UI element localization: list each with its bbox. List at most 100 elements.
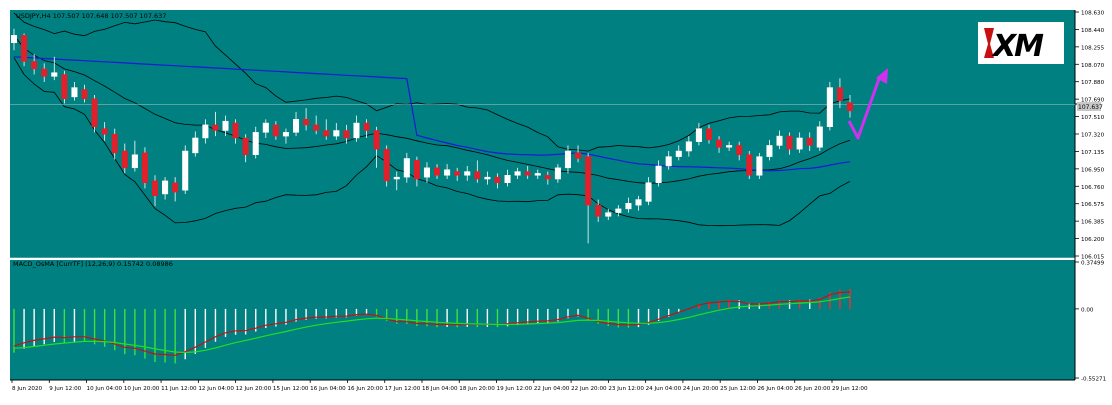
candle-bull bbox=[71, 87, 78, 98]
candle-bull bbox=[635, 199, 642, 206]
candle-bear bbox=[595, 204, 602, 217]
candle-bear bbox=[323, 130, 330, 137]
price-tick-label: 108.255 bbox=[1081, 45, 1105, 51]
candle-bull bbox=[202, 124, 209, 139]
time-tick-label: 15 Jun 12:00 bbox=[273, 386, 309, 392]
candle-bull bbox=[262, 122, 269, 133]
macd-panel[interactable] bbox=[10, 260, 1075, 380]
macd-axis: 0.37499 0.00 -0.55271 bbox=[1075, 261, 1107, 383]
time-tick-label: 10 Jun 20:00 bbox=[124, 386, 160, 392]
candle-bear bbox=[544, 175, 551, 180]
xm-logo: XM bbox=[978, 22, 1064, 64]
candle-bull bbox=[766, 145, 773, 157]
price-tick-label: 107.690 bbox=[1081, 98, 1105, 104]
candle-bear bbox=[272, 124, 279, 137]
price-tick-label: 106.200 bbox=[1081, 237, 1105, 243]
candle-bull bbox=[685, 141, 692, 152]
time-tick-label: 26 Jun 04:00 bbox=[757, 386, 793, 392]
time-tick-label: 12 Jun 04:00 bbox=[198, 386, 234, 392]
candle-bull bbox=[695, 128, 702, 142]
candle-bear bbox=[383, 148, 390, 182]
time-tick-label: 12 Jun 20:00 bbox=[236, 386, 272, 392]
price-tick-label: 107.880 bbox=[1081, 80, 1105, 86]
candle-bear bbox=[413, 160, 420, 180]
candle-bull bbox=[514, 171, 521, 176]
price-tick-label: 106.575 bbox=[1081, 202, 1105, 208]
candle-bear bbox=[101, 128, 108, 135]
candle-bull bbox=[625, 203, 632, 210]
price-tick-label: 107.510 bbox=[1081, 115, 1105, 121]
time-tick-label: 25 Jun 12:00 bbox=[720, 386, 756, 392]
macd-tick-label: -0.55271 bbox=[1081, 377, 1107, 383]
candle-bull bbox=[252, 132, 259, 156]
time-tick-label: 16 Jun 20:00 bbox=[347, 386, 383, 392]
forecast-arrow bbox=[847, 68, 888, 140]
candle-bear bbox=[524, 171, 531, 176]
price-panel[interactable] bbox=[10, 10, 1075, 258]
candle-bear bbox=[846, 102, 854, 112]
candle-bull bbox=[333, 130, 340, 137]
candle-bull bbox=[131, 154, 138, 169]
candle-bull bbox=[655, 165, 662, 184]
candle-bear bbox=[121, 150, 128, 169]
candle-bear bbox=[232, 122, 239, 139]
candle-bear bbox=[746, 154, 753, 176]
candle-bull bbox=[665, 156, 672, 167]
candle-bull bbox=[776, 135, 783, 146]
candle-bear bbox=[41, 68, 48, 77]
time-tick-label: 24 Jun 04:00 bbox=[646, 386, 682, 392]
time-tick-label: 18 Jun 20:00 bbox=[459, 386, 495, 392]
current-price-tag bbox=[1077, 102, 1101, 111]
candle-bear bbox=[61, 74, 68, 100]
candle-bull bbox=[504, 175, 511, 184]
candle-bear bbox=[343, 130, 350, 139]
arrow-path bbox=[847, 75, 882, 140]
candles bbox=[10, 28, 854, 244]
price-tick-label: 106.760 bbox=[1081, 185, 1105, 191]
candle-bear bbox=[434, 167, 441, 176]
candle-bear bbox=[242, 137, 249, 156]
price-tick-label: 108.440 bbox=[1081, 28, 1105, 34]
candle-bull bbox=[726, 145, 733, 148]
time-tick-label: 10 Jun 04:00 bbox=[87, 386, 123, 392]
ma-line bbox=[13, 56, 851, 172]
candle-bear bbox=[303, 119, 310, 126]
band-lower bbox=[13, 57, 851, 227]
symbol-label: USDJPY,H4 107.507 107.648 107.507 107.63… bbox=[16, 12, 166, 20]
candle-bull bbox=[444, 169, 451, 176]
candle-bear bbox=[705, 128, 713, 141]
candle-bear bbox=[494, 176, 501, 184]
candle-bull bbox=[464, 171, 471, 176]
candle-bear bbox=[313, 124, 320, 131]
candle-bear bbox=[91, 98, 98, 128]
current-price-label: 107.637 bbox=[1078, 104, 1103, 111]
candle-bear bbox=[454, 171, 461, 176]
time-tick-label: 8 Jun 2020 bbox=[12, 386, 43, 392]
macd-line bbox=[13, 291, 851, 356]
candle-bear bbox=[172, 182, 179, 193]
candle-bull bbox=[554, 167, 561, 180]
time-tick-label: 11 Jun 12:00 bbox=[161, 386, 197, 392]
moving-average bbox=[13, 56, 851, 172]
price-tick-label: 108.070 bbox=[1081, 63, 1105, 69]
price-tick-label: 106.950 bbox=[1081, 167, 1105, 173]
price-tick-label: 106.385 bbox=[1081, 220, 1105, 226]
time-tick-label: 26 Jun 20:00 bbox=[795, 386, 831, 392]
price-axis: 108.630 108.440 108.255 108.070 107.880 107.6… bbox=[1075, 11, 1105, 261]
candle-bull bbox=[162, 180, 169, 195]
price-tick-label: 107.135 bbox=[1081, 150, 1105, 156]
candle-bear bbox=[373, 130, 380, 150]
candle-bear bbox=[151, 180, 159, 197]
candle-bear bbox=[736, 145, 743, 156]
time-tick-label: 22 Jun 20:00 bbox=[571, 386, 607, 392]
price-tick-label: 106.015 bbox=[1081, 255, 1105, 261]
time-tick-label: 22 Jun 04:00 bbox=[534, 386, 570, 392]
xm-logo-mark bbox=[984, 28, 994, 58]
signal-line bbox=[13, 296, 851, 354]
time-tick-label: 18 Jun 04:00 bbox=[422, 386, 458, 392]
time-tick-label: 16 Jun 04:00 bbox=[310, 386, 346, 392]
candle-bull bbox=[393, 176, 400, 180]
candle-bear bbox=[836, 87, 843, 101]
candle-bear bbox=[81, 89, 88, 100]
